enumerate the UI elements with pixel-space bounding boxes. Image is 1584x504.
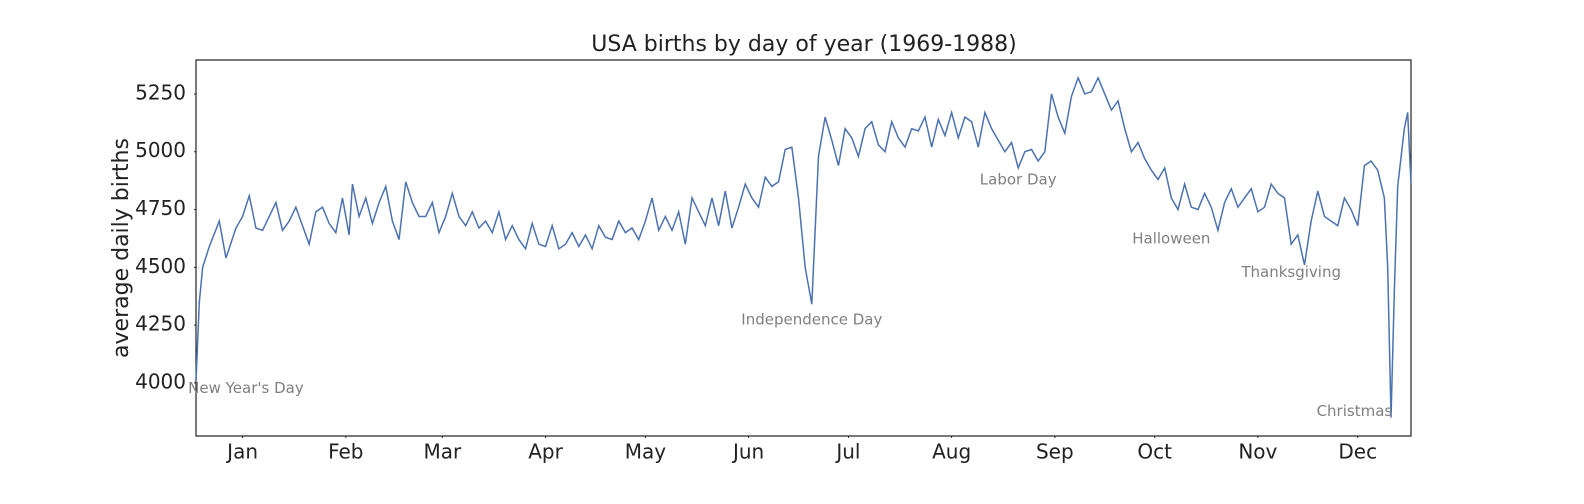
x-tick-label: Nov bbox=[1238, 440, 1277, 464]
y-tick-label: 4750 bbox=[135, 196, 186, 220]
annotation: Independence Day bbox=[741, 310, 882, 328]
annotation: Thanksgiving bbox=[1240, 263, 1341, 281]
x-tick-label: Apr bbox=[528, 440, 563, 464]
y-tick-label: 5000 bbox=[135, 138, 186, 162]
x-tick-label: Jun bbox=[731, 440, 764, 464]
annotation: New Year's Day bbox=[188, 379, 304, 397]
plot-frame bbox=[195, 59, 1412, 437]
y-tick-label: 5250 bbox=[135, 80, 186, 104]
x-tick-label: Aug bbox=[932, 440, 971, 464]
annotation: Christmas bbox=[1317, 402, 1393, 420]
annotation: Halloween bbox=[1132, 229, 1210, 247]
y-tick-label: 4000 bbox=[135, 369, 186, 393]
y-tick-label: 4250 bbox=[135, 312, 186, 336]
x-tick-label: May bbox=[625, 440, 667, 464]
chart-title: USA births by day of year (1969-1988) bbox=[591, 32, 1016, 57]
x-tick-label: Jul bbox=[834, 440, 860, 464]
x-tick-label: Dec bbox=[1338, 440, 1377, 464]
y-tick-label: 4500 bbox=[135, 254, 186, 278]
x-tick-label: Oct bbox=[1137, 440, 1172, 464]
x-tick-label: Feb bbox=[328, 440, 363, 464]
annotation: Labor Day bbox=[980, 170, 1057, 188]
x-tick-label: Sep bbox=[1036, 440, 1074, 464]
x-tick-label: Jan bbox=[225, 440, 258, 464]
x-tick-label: Mar bbox=[423, 440, 462, 464]
data-line bbox=[195, 75, 1412, 418]
y-axis-label: average daily births bbox=[109, 138, 134, 358]
